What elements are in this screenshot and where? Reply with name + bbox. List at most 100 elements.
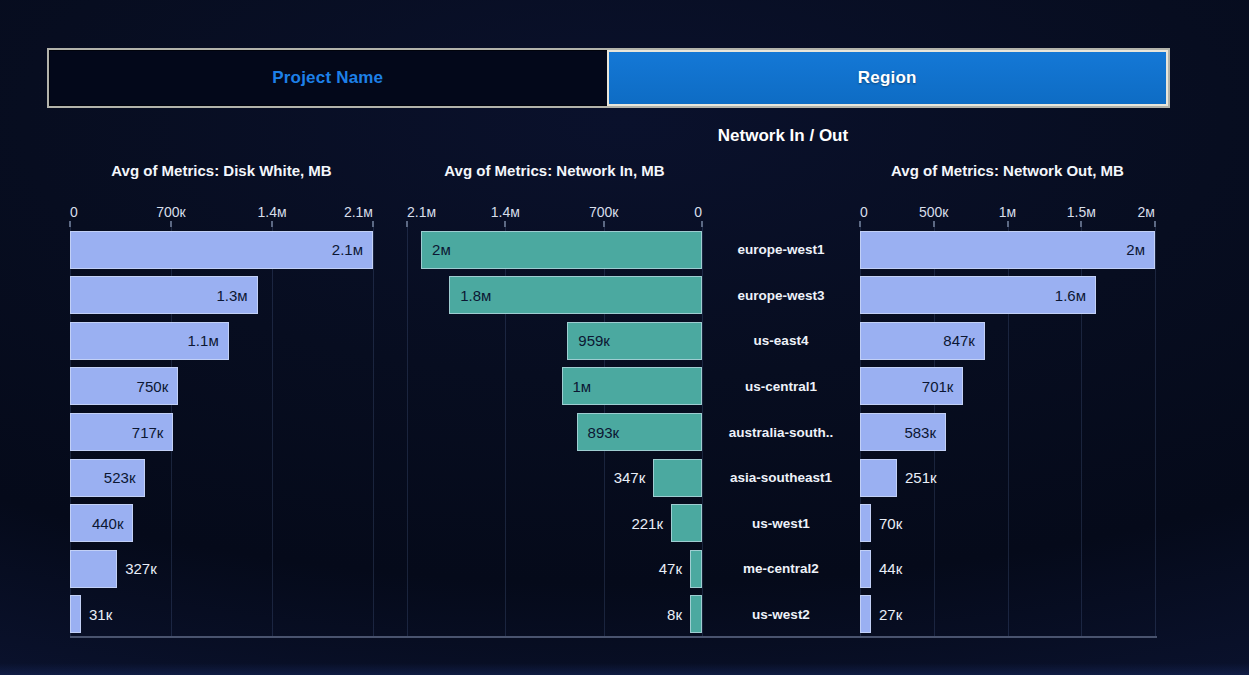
bar[interactable]: 1.6м — [860, 276, 1096, 314]
bar[interactable] — [70, 595, 81, 633]
bar[interactable]: 1.8м — [449, 276, 702, 314]
bar[interactable]: 2м — [421, 231, 702, 269]
tab-project-name-label: Project Name — [272, 68, 383, 88]
bar-value-label: 8к — [667, 607, 682, 622]
bar[interactable] — [860, 595, 871, 633]
chart-row: 750к — [70, 364, 373, 410]
chart-row: 847к — [860, 318, 1155, 364]
x-axis: 0500к1м1.5м2м — [860, 186, 1155, 227]
bar-value-label: 327к — [125, 561, 157, 576]
bar[interactable] — [860, 504, 871, 542]
category-label: us-west1 — [702, 500, 860, 546]
chart-row: 31к — [70, 592, 373, 638]
bar-value-label: 701к — [922, 379, 954, 394]
bar[interactable]: 1.3м — [70, 276, 258, 314]
bar[interactable]: 440к — [70, 504, 133, 542]
bar-value-label: 440к — [92, 516, 124, 531]
chart-row: 523к — [70, 455, 373, 501]
x-axis: 0700к1.4м2.1м — [70, 186, 373, 227]
bar[interactable] — [860, 459, 897, 497]
chart-row: 2м — [860, 227, 1155, 273]
bar-value-label: 1.1м — [188, 333, 219, 348]
page-title: Network In / Out — [633, 126, 933, 146]
plot-area: 2.1м 1.3м 1.1м 750к 717к 523к 440к 327к 31к — [70, 227, 373, 637]
bar-value-label: 347к — [614, 470, 646, 485]
bar-value-label: 2.1м — [332, 242, 363, 257]
bar[interactable] — [653, 459, 702, 497]
axis-tick-label: 0 — [70, 204, 78, 220]
bar-value-label: 70к — [879, 516, 902, 531]
gridline — [373, 227, 374, 637]
bar[interactable]: 959к — [567, 322, 702, 360]
bar-value-label: 221к — [631, 516, 663, 531]
bar-value-label: 2м — [1126, 242, 1145, 257]
bar[interactable] — [70, 550, 117, 588]
bar[interactable] — [671, 504, 702, 542]
bar-value-label: 959к — [578, 333, 610, 348]
bar[interactable]: 583к — [860, 413, 946, 451]
axis-tick-label: 2.1м — [344, 204, 373, 220]
gridline — [1155, 227, 1156, 637]
chart-row: 959к — [407, 318, 702, 364]
bar[interactable]: 717к — [70, 413, 173, 451]
chart-row: 27к — [860, 592, 1155, 638]
chart-row: 701к — [860, 364, 1155, 410]
dashboard: Project Name Region Network In / Out Avg… — [0, 0, 1249, 675]
axis-tick-label: 700к — [156, 204, 185, 220]
category-label: europe-west3 — [702, 273, 860, 319]
labels-rows: europe-west1europe-west3us-east4us-centr… — [702, 227, 860, 637]
bar-value-label: 27к — [879, 607, 902, 622]
chart-disk-white: Avg of Metrics: Disk White, MB 0700к1.4м… — [70, 162, 373, 637]
chart-row: 1.3м — [70, 273, 373, 319]
bar[interactable]: 1.1м — [70, 322, 229, 360]
chart-network-out: Avg of Metrics: Network Out, MB 0500к1м1… — [860, 162, 1155, 637]
chart-row: 2.1м — [70, 227, 373, 273]
bar[interactable]: 523к — [70, 459, 145, 497]
chart-row: 1м — [407, 364, 702, 410]
category-label: us-east4 — [702, 318, 860, 364]
bar-value-label: 523к — [104, 470, 136, 485]
chart-row: 44к — [860, 546, 1155, 592]
bar[interactable]: 2.1м — [70, 231, 373, 269]
axis-tick-label: 700к — [589, 204, 618, 220]
chart-row: 1.6м — [860, 273, 1155, 319]
tab-project-name[interactable]: Project Name — [49, 50, 607, 106]
bar-value-label: 1м — [573, 379, 592, 394]
category-label: australia-south.. — [702, 409, 860, 455]
bar[interactable] — [690, 550, 702, 588]
axis-tick-label: 2.1м — [407, 204, 436, 220]
bar-value-label: 1.6м — [1055, 288, 1086, 303]
chart-title: Avg of Metrics: Disk White, MB — [70, 162, 373, 186]
axis-tick-label: 1.4м — [491, 204, 520, 220]
chart-row: 583к — [860, 409, 1155, 455]
bar[interactable]: 847к — [860, 322, 985, 360]
tab-region-label: Region — [858, 68, 917, 88]
bar[interactable]: 2м — [860, 231, 1155, 269]
axis-tick-label: 2м — [1138, 204, 1155, 220]
bar-value-label: 583к — [904, 425, 936, 440]
bar[interactable]: 750к — [70, 367, 178, 405]
chart-network-in: Avg of Metrics: Network In, MB 2.1м1.4м7… — [407, 162, 702, 637]
bar[interactable]: 1м — [562, 367, 702, 405]
tab-region[interactable]: Region — [607, 50, 1169, 106]
bar[interactable] — [690, 595, 702, 633]
chart-row: 47к — [407, 546, 702, 592]
labels-spacer — [702, 162, 860, 227]
chart-row: 327к — [70, 546, 373, 592]
x-axis: 2.1м1.4м700к0 — [407, 186, 702, 227]
bar[interactable] — [860, 550, 871, 588]
chart-row: 8к — [407, 592, 702, 638]
bar-value-label: 44к — [879, 561, 902, 576]
category-labels-column: europe-west1europe-west3us-east4us-centr… — [702, 162, 860, 637]
chart-row: 893к — [407, 409, 702, 455]
category-label: me-central2 — [702, 546, 860, 592]
axis-tick-label: 500к — [919, 204, 948, 220]
category-label: asia-southeast1 — [702, 455, 860, 501]
category-label: us-west2 — [702, 592, 860, 638]
bar-value-label: 1.3м — [216, 288, 247, 303]
bar[interactable]: 701к — [860, 367, 963, 405]
bar-value-label: 47к — [659, 561, 682, 576]
chart-row: 221к — [407, 500, 702, 546]
bar-value-label: 750к — [137, 379, 169, 394]
bar[interactable]: 893к — [577, 413, 702, 451]
